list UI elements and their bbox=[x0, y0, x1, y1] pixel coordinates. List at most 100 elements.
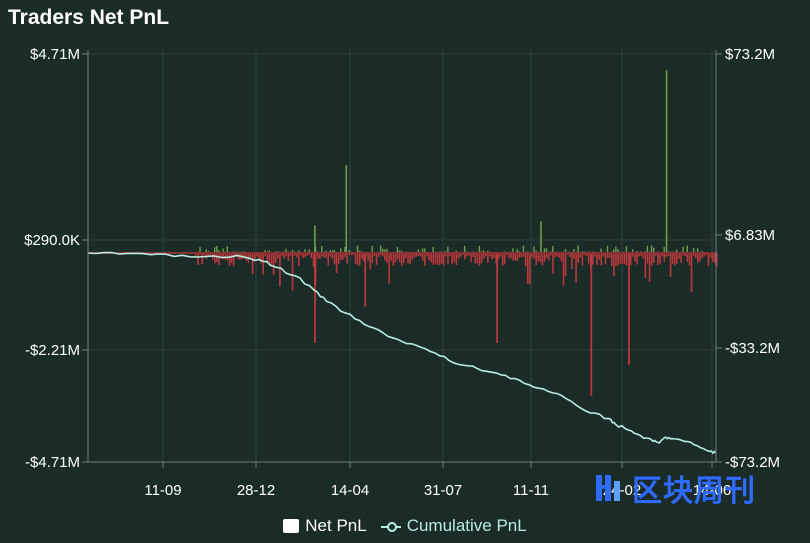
net-pnl-bar bbox=[333, 249, 336, 253]
net-pnl-bar bbox=[342, 253, 344, 260]
net-pnl-bar bbox=[218, 250, 220, 253]
net-pnl-bar bbox=[606, 253, 609, 259]
net-pnl-bar bbox=[600, 248, 602, 253]
net-pnl-bar bbox=[428, 253, 430, 261]
net-pnl-bar bbox=[501, 253, 504, 266]
net-pnl-bar bbox=[304, 253, 306, 258]
net-pnl-bar bbox=[424, 253, 426, 266]
net-pnl-bar bbox=[610, 253, 613, 266]
x-tick-label: 28-12 bbox=[237, 482, 275, 499]
net-pnl-bar bbox=[409, 253, 411, 264]
net-pnl-bar bbox=[325, 253, 327, 258]
net-pnl-bar bbox=[606, 245, 609, 253]
net-pnl-bar bbox=[264, 253, 267, 257]
net-pnl-bar bbox=[707, 253, 710, 267]
legend-item-cumulative-pnl[interactable]: Cumulative PnL bbox=[380, 516, 527, 536]
net-pnl-bar bbox=[222, 248, 224, 253]
net-pnl-bar bbox=[646, 245, 649, 253]
net-pnl-bar bbox=[295, 253, 298, 258]
net-pnl-bar bbox=[199, 246, 201, 253]
left-tick-label: -$2.21M bbox=[25, 342, 80, 359]
net-pnl-bar bbox=[554, 253, 556, 258]
net-pnl-bar bbox=[529, 253, 531, 285]
net-pnl-bar bbox=[592, 253, 594, 265]
net-pnl-bar bbox=[345, 165, 348, 253]
net-pnl-bar bbox=[417, 249, 420, 253]
net-pnl-bar bbox=[379, 253, 382, 256]
net-pnl-bar bbox=[482, 250, 485, 253]
net-pnl-bar bbox=[478, 253, 481, 266]
axes bbox=[87, 50, 717, 463]
net-pnl-bar bbox=[575, 253, 577, 283]
watermark-logo-icon bbox=[596, 475, 620, 501]
net-pnl-bar bbox=[283, 253, 285, 259]
x-tick-label: 31-07 bbox=[424, 482, 462, 499]
x-tick-label: 24-02 bbox=[603, 482, 641, 499]
right-tick-label: $73.2M bbox=[725, 46, 775, 63]
net-pnl-bar bbox=[289, 253, 292, 256]
net-pnl-bar bbox=[642, 253, 645, 259]
legend-item-net-pnl[interactable]: Net PnL bbox=[283, 516, 367, 536]
net-pnl-bar bbox=[306, 253, 309, 256]
net-pnl-bar bbox=[636, 253, 638, 265]
right-tick-label: -$73.2M bbox=[725, 454, 780, 471]
net-pnl-bar bbox=[692, 253, 695, 257]
net-pnl-bar bbox=[329, 250, 331, 253]
net-pnl-bar bbox=[222, 253, 225, 260]
net-pnl-bar bbox=[201, 253, 204, 265]
net-pnl-bar bbox=[266, 253, 269, 261]
net-pnl-bar bbox=[314, 253, 316, 343]
net-pnl-bar bbox=[251, 253, 254, 275]
net-pnl-bar bbox=[232, 253, 235, 267]
net-pnl-bar bbox=[600, 253, 603, 266]
net-pnl-bar bbox=[489, 253, 491, 257]
net-pnl-bar bbox=[235, 253, 237, 256]
left-tick-label: $290.0K bbox=[24, 232, 80, 249]
net-pnl-bar bbox=[308, 249, 310, 253]
net-pnl-bar bbox=[363, 253, 365, 262]
net-pnl-bar bbox=[432, 247, 434, 253]
net-pnl-bar bbox=[608, 253, 611, 258]
net-pnl-bar bbox=[613, 249, 615, 253]
net-pnl-bar bbox=[669, 253, 672, 277]
net-pnl-bar bbox=[386, 248, 388, 253]
net-pnl-bar bbox=[466, 253, 468, 257]
net-pnl-bar bbox=[562, 253, 565, 286]
net-pnl-bar bbox=[216, 253, 218, 263]
net-pnl-bar bbox=[697, 248, 699, 253]
net-pnl-bar bbox=[243, 253, 246, 257]
net-pnl-bar bbox=[552, 253, 554, 274]
net-pnl-bar bbox=[711, 253, 714, 262]
net-pnl-bar bbox=[694, 253, 697, 259]
net-pnl-bar bbox=[438, 253, 441, 265]
net-pnl-bar bbox=[455, 253, 458, 266]
net-pnl-bar bbox=[537, 253, 540, 262]
net-pnl-bar bbox=[279, 253, 281, 287]
net-pnl-bar bbox=[319, 253, 321, 260]
net-pnl-bar bbox=[426, 253, 428, 257]
left-axis-ticks: $4.71M $290.0K -$2.21M -$4.71M bbox=[24, 46, 88, 471]
net-pnl-bar bbox=[680, 253, 682, 264]
net-pnl-bar bbox=[535, 250, 537, 253]
net-pnl-bar bbox=[676, 253, 678, 264]
net-pnl-bar bbox=[543, 248, 546, 253]
net-pnl-bar bbox=[497, 253, 500, 260]
net-pnl-bar bbox=[449, 253, 451, 256]
net-pnl-bar bbox=[518, 253, 521, 258]
net-pnl-bar bbox=[650, 253, 653, 266]
net-pnl-bar bbox=[216, 245, 218, 253]
net-pnl-bar bbox=[356, 245, 359, 253]
net-pnl-bar bbox=[716, 253, 718, 267]
net-pnl-bar bbox=[421, 253, 424, 261]
net-pnl-bar bbox=[440, 253, 443, 264]
net-pnl-bar bbox=[571, 253, 573, 269]
net-pnl-bar bbox=[613, 253, 615, 277]
net-pnl-bar bbox=[337, 253, 340, 264]
net-pnl-bar bbox=[648, 253, 651, 283]
net-pnl-bar bbox=[560, 253, 563, 262]
net-pnl-bar bbox=[552, 245, 554, 253]
net-pnl-bar bbox=[434, 253, 437, 264]
net-pnl-bar bbox=[459, 253, 462, 257]
net-pnl-bar bbox=[692, 248, 695, 253]
net-pnl-bar bbox=[665, 253, 668, 257]
